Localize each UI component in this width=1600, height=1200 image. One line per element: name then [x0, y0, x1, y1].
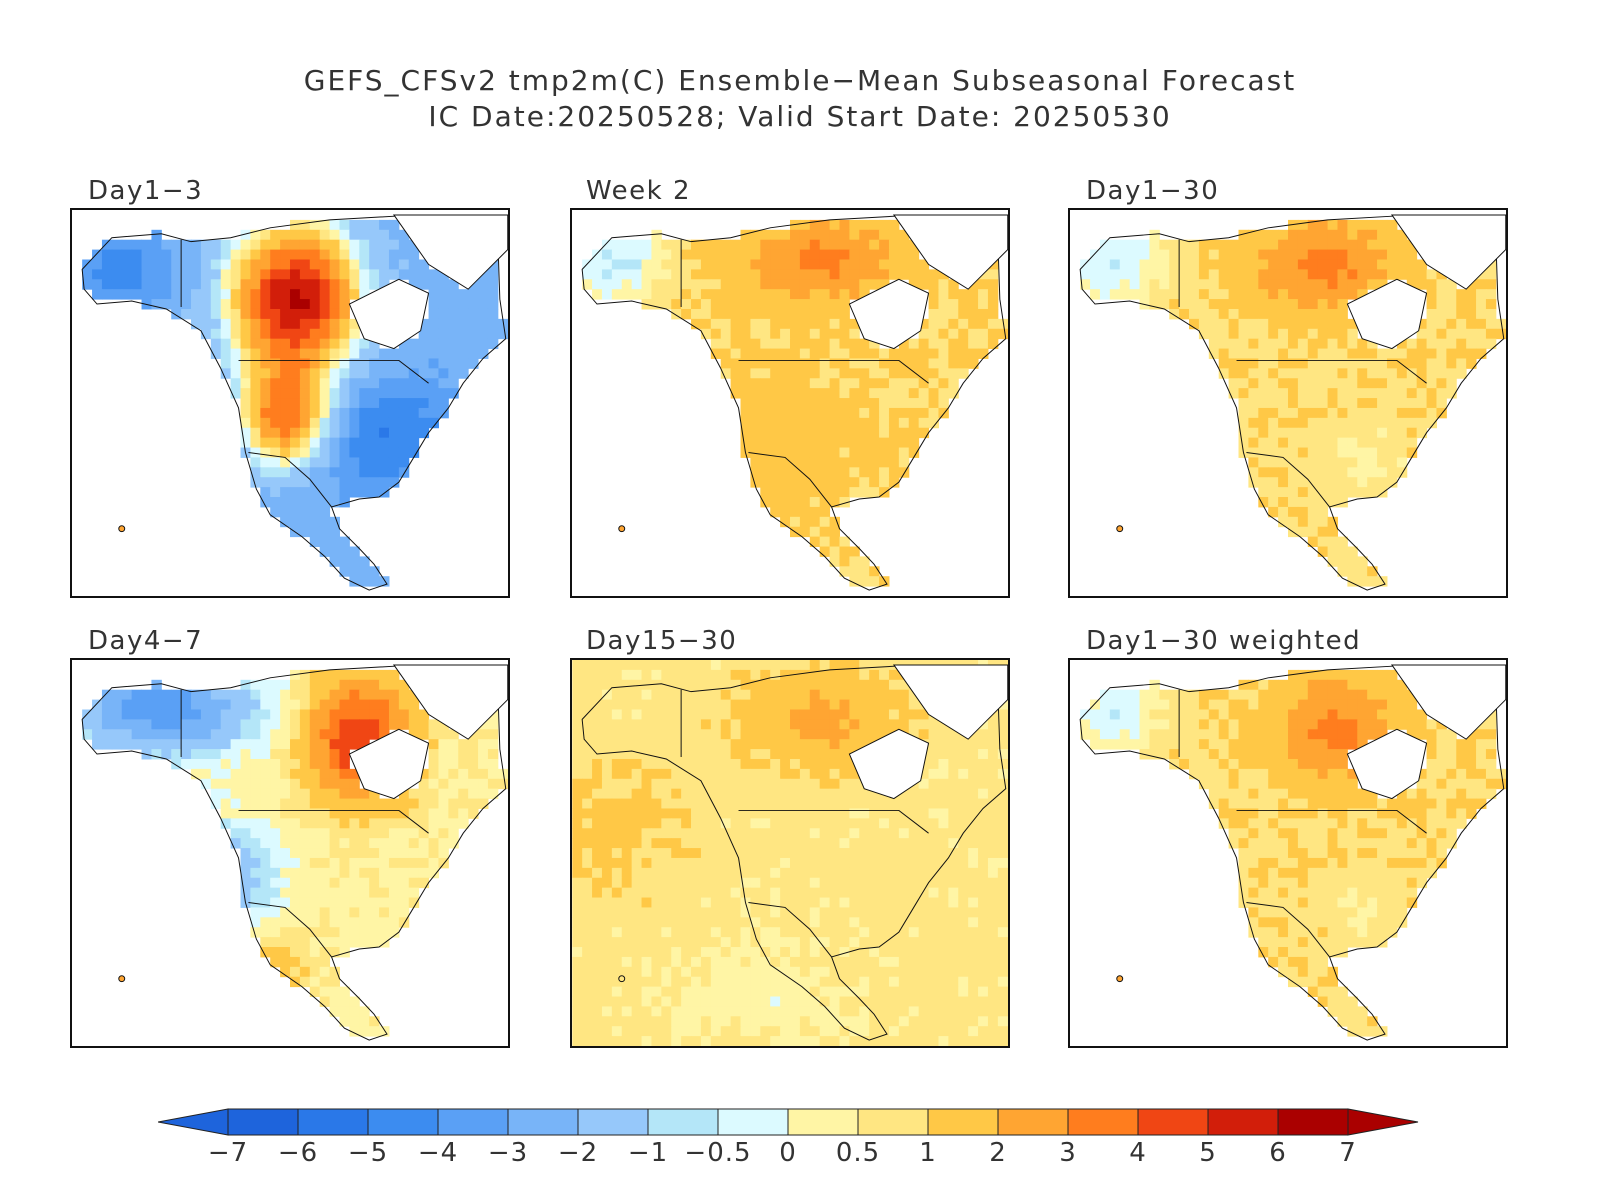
hawaii [1116, 975, 1124, 983]
colorbar-segment [927, 1108, 999, 1136]
hawaii [1116, 525, 1124, 533]
colorbar-tick-label: 0 [779, 1138, 797, 1168]
us-mexico-border [1246, 901, 1330, 958]
colorbar-tick-label: 1 [919, 1138, 937, 1168]
us-mexico-border [248, 451, 332, 508]
colorbar-tick-label: −7 [207, 1138, 249, 1168]
colorbar-tick-label: −1 [627, 1138, 669, 1168]
coastline [81, 665, 507, 1041]
map-panel-day15-30 [570, 658, 1010, 1048]
us-canada-border [238, 359, 429, 384]
hawaii [618, 975, 626, 983]
chart-title-line2: IC Date:20250528; Valid Start Date: 2025… [428, 100, 1172, 133]
us-canada-border [238, 809, 429, 834]
hudson-bay [848, 728, 930, 800]
colorbar-tick-label: −2 [557, 1138, 599, 1168]
colorbar-tick-label: −3 [487, 1138, 529, 1168]
coastline [81, 215, 507, 591]
us-mexico-border [748, 451, 832, 508]
colorbar-tick-label: 2 [989, 1138, 1007, 1168]
us-canada-border [1236, 809, 1427, 834]
colorbar-segment [787, 1108, 859, 1136]
colorbar-high-arrow [1347, 1108, 1419, 1136]
us-mexico-border [748, 901, 832, 958]
coastline [581, 665, 1007, 1041]
map-panel-day1-30-weighted [1068, 658, 1508, 1048]
map-panel-day4-7 [70, 658, 510, 1048]
coastline [1079, 215, 1505, 591]
hudson-bay [348, 278, 430, 350]
greenland [392, 214, 508, 290]
colorbar-segment [1067, 1108, 1139, 1136]
hawaii [118, 975, 126, 983]
colorbar-tick-label: 0.5 [835, 1138, 881, 1168]
colorbar-tick-label: 3 [1059, 1138, 1077, 1168]
colorbar-segment [857, 1108, 929, 1136]
hudson-bay [1346, 278, 1428, 350]
map-day1-30 [1079, 214, 1506, 591]
panel-label-day1-30-weighted: Day1−30 weighted [1086, 626, 1362, 656]
hawaii [118, 525, 126, 533]
panel-label-day15-30: Day15−30 [586, 626, 738, 656]
panel-label-day1-3: Day1−3 [88, 176, 204, 206]
colorbar-tick-label: 7 [1339, 1138, 1357, 1168]
map-panel-day1-30 [1068, 208, 1508, 598]
greenland [1390, 664, 1506, 740]
colorbar-segment [1277, 1108, 1349, 1136]
colorbar-segment [717, 1108, 789, 1136]
map-week2 [581, 214, 1008, 591]
colorbar-segment [367, 1108, 439, 1136]
panel-label-day1-30: Day1−30 [1086, 176, 1220, 206]
coastline [1079, 665, 1505, 1041]
colorbar-tick-label: −5 [347, 1138, 389, 1168]
map-day15-30 [572, 660, 1008, 1046]
hudson-bay [348, 728, 430, 800]
colorbar-segment [1137, 1108, 1209, 1136]
hawaii [618, 525, 626, 533]
panel-label-week2: Week 2 [586, 176, 692, 206]
colorbar-tick-label: 5 [1199, 1138, 1217, 1168]
colorbar-segment [997, 1108, 1069, 1136]
us-canada-border [738, 359, 929, 384]
colorbar-segment [507, 1108, 579, 1136]
chart-title-line1: GEFS_CFSv2 tmp2m(C) Ensemble−Mean Subsea… [303, 64, 1297, 97]
colorbar-tick-label: 4 [1129, 1138, 1147, 1168]
map-day1-30-weighted [1079, 664, 1506, 1041]
colorbar-tick-label: −0.5 [684, 1138, 752, 1168]
colorbar-segment [647, 1108, 719, 1136]
color-legend-bar [158, 1108, 1419, 1136]
us-canada-border [738, 809, 929, 834]
coastline [581, 215, 1007, 591]
colorbar-segment [297, 1108, 369, 1136]
colorbar-segment [577, 1108, 649, 1136]
us-mexico-border [1246, 451, 1330, 508]
colorbar-low-arrow [158, 1108, 229, 1136]
panel-label-day4-7: Day4−7 [88, 626, 204, 656]
hudson-bay [1346, 728, 1428, 800]
hudson-bay [848, 278, 930, 350]
map-panel-day1-3 [70, 208, 510, 598]
colorbar-segment [227, 1108, 299, 1136]
greenland [892, 214, 1008, 290]
colorbar-tick-label: −6 [277, 1138, 319, 1168]
colorbar-tick-label: −4 [417, 1138, 459, 1168]
colorbar-tick-label: 6 [1269, 1138, 1287, 1168]
colorbar-segment [1207, 1108, 1279, 1136]
colorbar-segment [437, 1108, 509, 1136]
us-canada-border [1236, 359, 1427, 384]
greenland [1390, 214, 1506, 290]
map-day4-7 [81, 664, 508, 1041]
map-day1-3 [81, 214, 508, 591]
greenland [392, 664, 508, 740]
us-mexico-border [248, 901, 332, 958]
greenland [892, 664, 1008, 740]
map-panel-week2 [570, 208, 1010, 598]
